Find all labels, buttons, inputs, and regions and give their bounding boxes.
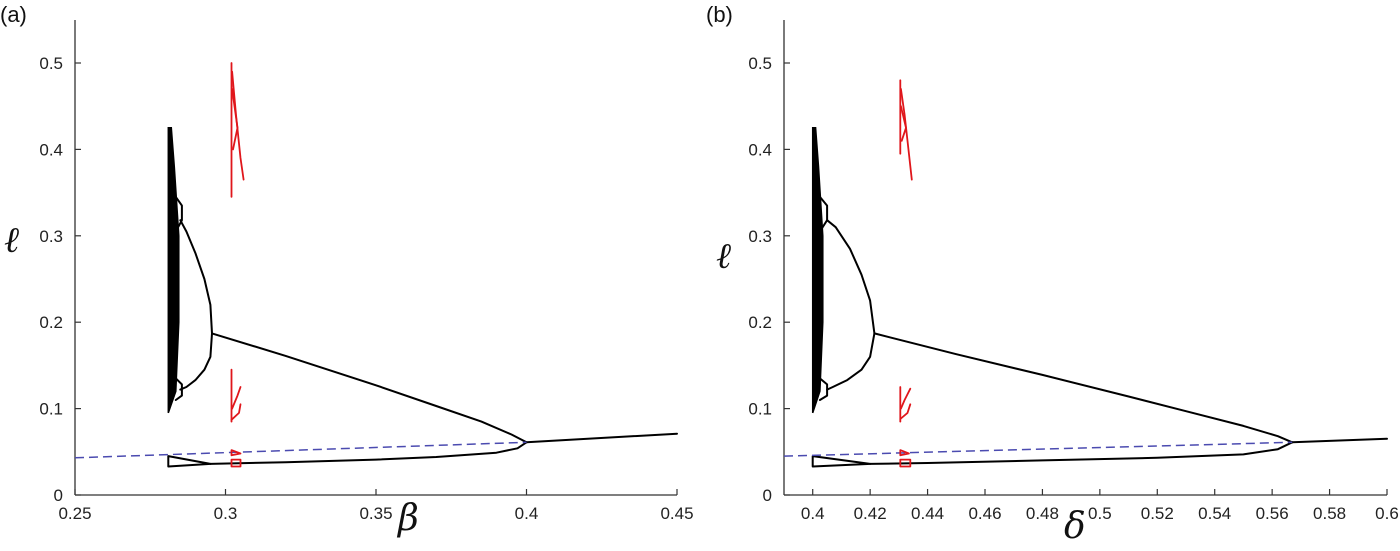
y-tick-label: 0.3 — [39, 227, 63, 246]
series-period2-upper — [826, 219, 876, 335]
x-tick-label: 0.4 — [801, 504, 825, 523]
series-unstable-equilibrium — [74, 441, 527, 459]
x-tick-label: 0.56 — [1256, 504, 1289, 523]
x-tick-label: 0.6 — [1375, 504, 1399, 523]
y-tick-label: 0 — [763, 486, 772, 505]
series-red-low-a — [899, 449, 910, 457]
x-tick-label: 0.58 — [1313, 504, 1346, 523]
series-red-upper-c — [900, 105, 907, 142]
series-red-upper-b — [900, 88, 913, 181]
series-upper-branch — [211, 332, 528, 444]
panel-label-a: (a) — [0, 2, 27, 27]
series-stable-equilibrium — [525, 432, 678, 444]
x-tick-label: 0.35 — [359, 504, 392, 523]
series-unstable-equilibrium — [783, 441, 1293, 457]
series-red-upper-b — [231, 70, 245, 181]
y-axis-label-b: ℓ — [716, 236, 731, 277]
y-tick-label: 0.3 — [748, 227, 772, 246]
x-axis-label-a: β — [396, 498, 419, 539]
x-tick-label: 0.54 — [1198, 504, 1231, 523]
series-period4-loop-upper — [174, 195, 183, 233]
x-axis-label-b: δ — [1064, 506, 1086, 547]
series-lower-branch — [209, 441, 528, 465]
y-tick-label: 0.2 — [748, 313, 772, 332]
x-tick-label: 0.25 — [58, 504, 91, 523]
x-tick-label: 0.48 — [1026, 504, 1059, 523]
y-tick-label: 0.5 — [748, 54, 772, 73]
series-lower-branch — [869, 441, 1294, 465]
series-red-mid-c — [900, 387, 912, 410]
series-period2-upper — [179, 219, 213, 335]
y-tick-label: 0.2 — [39, 313, 63, 332]
series-upper-branch — [873, 332, 1294, 444]
series-chaotic-band — [811, 127, 824, 414]
x-tick-label: 0.46 — [968, 504, 1001, 523]
series-period2-lower — [826, 332, 876, 391]
x-tick-label: 0.3 — [214, 504, 238, 523]
series-red-mid-b — [899, 403, 912, 420]
series-chaotic-band — [167, 127, 180, 414]
y-tick-label: 0.1 — [39, 400, 63, 419]
panel-label-b: (b) — [706, 2, 733, 27]
x-tick-label: 0.5 — [1088, 504, 1112, 523]
y-tick-label: 0.4 — [39, 140, 63, 159]
y-tick-label: 0.4 — [748, 140, 772, 159]
series-stable-equilibrium — [1291, 437, 1388, 444]
series-period4-loop-upper — [818, 195, 829, 233]
x-tick-label: 0.52 — [1141, 504, 1174, 523]
series-period2-lower — [179, 332, 213, 391]
series-red-upper-c — [231, 88, 239, 151]
y-tick-label: 0.5 — [39, 54, 63, 73]
y-axis-label-a: ℓ — [4, 220, 19, 261]
series-small-triangle — [167, 455, 212, 468]
series-red-low-a — [230, 449, 242, 457]
series-small-triangle — [811, 455, 872, 468]
x-tick-label: 0.44 — [911, 504, 944, 523]
y-tick-label: 0.1 — [748, 400, 772, 419]
series-red-mid-c — [231, 386, 242, 410]
panel-b: (b) ℓ δ 0.4 0.42 0.44 0.46 0.48 0.5 0.52 0.54 0.… — [706, 2, 1399, 547]
panel-a: (a) ℓ β 0.25 0.3 0.35 0.4 0.45 0 0.1 0.2 0.3 0.4 0… — [0, 2, 694, 539]
series-red-mid-b — [230, 403, 242, 421]
series-red-low-b — [899, 458, 912, 468]
x-tick-label: 0.4 — [515, 504, 539, 523]
x-tick-label: 0.45 — [660, 504, 693, 523]
x-tick-label: 0.42 — [854, 504, 887, 523]
y-tick-label: 0 — [54, 486, 63, 505]
series-red-low-b — [230, 458, 242, 468]
